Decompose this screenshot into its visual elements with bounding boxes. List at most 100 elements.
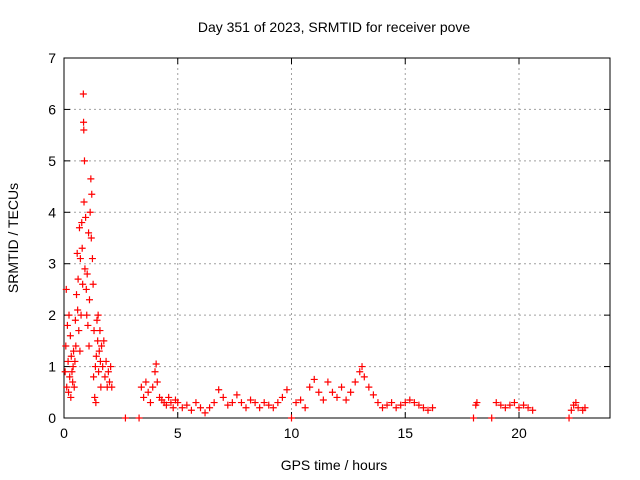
data-point (315, 388, 323, 396)
data-point (510, 399, 518, 407)
data-point (265, 401, 273, 409)
y-axis-label: SRMTID / TECUs (5, 183, 21, 293)
data-point (572, 399, 580, 407)
data-point (90, 373, 98, 381)
data-point (68, 368, 76, 376)
data-point (406, 396, 414, 404)
data-point (419, 404, 427, 412)
data-point (76, 347, 84, 355)
y-tick-label: 0 (48, 410, 56, 426)
data-point (247, 396, 255, 404)
data-point (101, 373, 109, 381)
y-tick-label: 6 (48, 101, 56, 117)
y-tick-label: 1 (48, 359, 56, 375)
data-point (71, 357, 79, 365)
data-point (301, 404, 309, 412)
data-point (93, 316, 101, 324)
data-point (70, 383, 78, 391)
data-point (91, 363, 99, 371)
data-point (358, 363, 366, 371)
data-point (140, 393, 148, 401)
y-tick-label: 3 (48, 256, 56, 272)
axis-ticks: 0 5 10 15 20 0 1 2 3 4 5 6 7 (48, 50, 610, 441)
data-point (401, 399, 409, 407)
data-point (92, 399, 100, 407)
data-point (269, 404, 277, 412)
y-tick-label: 7 (48, 50, 56, 66)
x-tick-label: 20 (511, 425, 527, 441)
data-point (356, 368, 364, 376)
data-point (104, 368, 112, 376)
data-point (392, 404, 400, 412)
data-point (224, 401, 232, 409)
y-tick-label: 5 (48, 153, 56, 169)
data-point (95, 347, 103, 355)
data-point (81, 265, 89, 273)
data-point (149, 383, 157, 391)
data-point (306, 383, 314, 391)
data-point (256, 404, 264, 412)
data-point (338, 383, 346, 391)
data-point (72, 342, 80, 350)
data-point (492, 399, 500, 407)
data-point (347, 388, 355, 396)
data-point (91, 393, 99, 401)
data-point (96, 327, 104, 335)
data-point (80, 126, 88, 134)
data-point (515, 404, 523, 412)
data-point (62, 285, 70, 293)
data-point (374, 399, 382, 407)
data-point (88, 190, 96, 198)
data-point (342, 396, 350, 404)
data-point (92, 352, 100, 360)
data-point (251, 399, 259, 407)
data-point (98, 342, 106, 350)
data-point (488, 414, 496, 422)
data-point (410, 399, 418, 407)
data-point (75, 224, 83, 232)
data-point (529, 406, 537, 414)
data-point (89, 280, 97, 288)
data-point (79, 90, 87, 98)
data-point (137, 383, 145, 391)
data-point (86, 208, 94, 216)
data-point (192, 399, 200, 407)
data-point (70, 347, 78, 355)
x-tick-label: 10 (284, 425, 300, 441)
data-point (397, 401, 405, 409)
x-tick-label: 0 (60, 425, 68, 441)
data-point (429, 404, 437, 412)
data-point (565, 414, 573, 422)
data-point (87, 175, 95, 183)
data-markers (61, 90, 589, 422)
data-point (69, 363, 77, 371)
data-point (333, 393, 341, 401)
data-point (324, 378, 332, 386)
data-point (84, 321, 92, 329)
data-point (66, 332, 74, 340)
data-point (74, 275, 82, 283)
data-point (278, 393, 286, 401)
data-point (178, 404, 186, 412)
data-point (567, 406, 575, 414)
data-point (288, 414, 295, 422)
y-tick-label: 4 (48, 204, 56, 220)
data-point (424, 406, 432, 414)
data-point (144, 388, 152, 396)
data-point (520, 401, 528, 409)
data-point (165, 393, 173, 401)
data-point (67, 352, 75, 360)
data-point (274, 399, 282, 407)
data-point (61, 368, 69, 376)
data-point (142, 378, 150, 386)
data-point (383, 401, 391, 409)
data-point (135, 414, 143, 422)
data-point (197, 404, 204, 412)
data-point (63, 321, 71, 329)
data-point (415, 401, 423, 409)
data-point (121, 414, 129, 422)
data-point (210, 399, 218, 407)
data-point (237, 399, 245, 407)
data-point (108, 383, 116, 391)
data-point (310, 375, 318, 383)
